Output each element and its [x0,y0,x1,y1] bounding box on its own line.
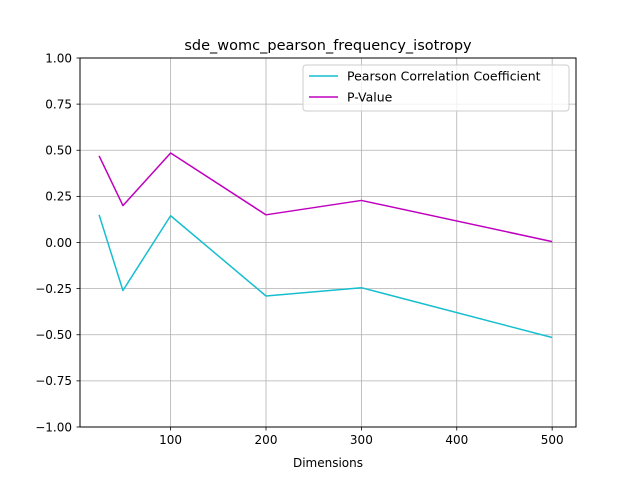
series-lines [98,152,553,339]
series-line-0 [98,214,553,339]
legend-label-pearson: Pearson Correlation Coefficient [347,69,541,84]
x-tick-label: 100 [159,433,182,447]
y-tick-label: −0.50 [35,328,72,342]
legend-label-pvalue: P-Value [347,90,393,105]
x-axis-label: Dimensions [293,456,363,470]
legend-box [302,64,570,112]
y-tick-label: −0.75 [35,374,72,388]
series-line-1 [98,152,553,243]
y-tick-label: 1.00 [45,51,72,65]
chart-title: sde_womc_pearson_frequency_isotropy [184,38,472,54]
y-tick-label: −1.00 [35,420,72,434]
x-tick-label: 200 [255,433,278,447]
x-tick-label: 400 [445,433,468,447]
y-tick-label: 0.25 [45,190,72,204]
ticks: 100 200 300 400 500 −1.00 −0.75 −0.50 −0.25 0.00 0… [35,51,563,447]
y-tick-label: −0.25 [35,282,72,296]
y-tick-label: 0.50 [45,144,72,158]
x-tick-label: 300 [350,433,373,447]
y-tick-label: 0.75 [45,97,72,111]
y-tick-label: 0.00 [45,236,72,250]
legend: Pearson Correlation Coefficient P-Value [302,64,570,112]
x-tick-label: 500 [541,433,564,447]
